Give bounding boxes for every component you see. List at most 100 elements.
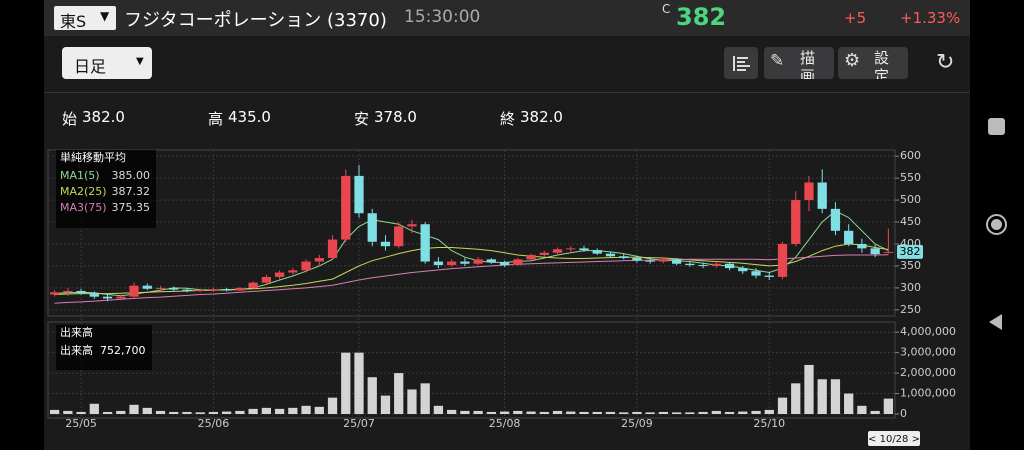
legend-name: 出来高 xyxy=(60,343,93,357)
candle-body xyxy=(579,248,589,251)
y-tick-label: 600 xyxy=(900,149,921,162)
back-icon xyxy=(989,314,1002,330)
market-select[interactable]: 東S ▼ xyxy=(54,6,116,31)
stock-name: フジタコーポレーション (3370) xyxy=(124,10,387,31)
volume-bar xyxy=(804,364,814,414)
ohlc-value: 378.0 xyxy=(374,108,417,126)
volume-bar xyxy=(76,411,86,414)
refresh-button[interactable]: ↻ xyxy=(936,50,955,75)
candle-body xyxy=(460,261,470,264)
candle-body xyxy=(605,253,616,257)
x-tick-label: 25/06 xyxy=(198,417,230,430)
volume-bar xyxy=(632,411,642,414)
candle-body xyxy=(857,243,867,249)
gear-icon: ⚙ xyxy=(844,50,861,71)
market: 東S xyxy=(60,12,87,31)
price-tag-label: 382 xyxy=(900,245,921,258)
candle-body xyxy=(552,249,563,253)
candle-body xyxy=(592,250,602,254)
volume-bar xyxy=(870,410,880,414)
y-tick-label: 2,000,000 xyxy=(900,366,956,379)
volume-bar xyxy=(844,393,854,414)
volume-bar xyxy=(473,410,483,414)
chart: 25030035040045050055060001,000,0002,000,… xyxy=(47,149,956,446)
candle-body xyxy=(473,259,483,264)
candle-body xyxy=(433,261,444,266)
legend-title: 出来高 xyxy=(60,325,93,339)
candle-body xyxy=(526,254,536,260)
candle-body xyxy=(447,261,457,266)
change: +5 xyxy=(844,9,867,27)
volume-bar xyxy=(791,383,801,414)
candle-body xyxy=(63,290,73,293)
draw-button[interactable]: ✎ 描画 xyxy=(764,47,834,79)
settings-button[interactable]: ⚙ 設定 xyxy=(838,47,908,79)
candle-body xyxy=(367,213,377,242)
volume-bar xyxy=(301,405,311,414)
legend-value: 375.35 xyxy=(112,201,151,214)
x-tick-label: 25/09 xyxy=(621,417,653,430)
nav-bar xyxy=(970,0,1024,450)
volume-bar xyxy=(155,410,166,414)
candle-body xyxy=(407,224,417,227)
legend-value: 385.00 xyxy=(112,169,151,182)
volume-bar xyxy=(711,410,721,414)
candle-body xyxy=(248,282,258,288)
legend-value: 752,700 xyxy=(100,344,146,357)
volume-bar xyxy=(698,411,708,414)
candle-body xyxy=(724,263,735,269)
ohlc-label: 安 xyxy=(354,110,370,128)
indicator-icon xyxy=(733,56,750,71)
ma-line xyxy=(54,210,889,297)
volume-bar xyxy=(261,407,271,414)
candle-body xyxy=(817,182,827,209)
volume-bar xyxy=(672,412,682,414)
candle-body xyxy=(777,243,788,277)
volume-bar xyxy=(235,410,245,414)
volume-bar xyxy=(394,373,404,414)
indicator-button[interactable] xyxy=(724,47,758,79)
y-tick-label: 1,000,000 xyxy=(900,387,956,400)
candle-body xyxy=(883,251,894,253)
volume-bar xyxy=(605,411,616,414)
volume-bar xyxy=(367,377,377,414)
settings-label: 設定 xyxy=(874,49,890,79)
volume-bar xyxy=(764,409,774,414)
volume-bar xyxy=(407,389,417,414)
price-tag xyxy=(897,244,923,259)
candle-body xyxy=(102,296,113,299)
top-bar: 東S ▼ フジタコーポレーション (3370) 15:30:00 C 382 +… xyxy=(44,0,970,36)
volume-bar xyxy=(566,411,576,414)
candle-body xyxy=(830,208,841,231)
candle-body xyxy=(658,259,669,262)
recents-button[interactable] xyxy=(988,118,1005,135)
volume-bar xyxy=(658,411,669,414)
period-select[interactable]: 日足 ▼ xyxy=(62,47,152,79)
candle-body xyxy=(129,285,139,297)
y-tick-label: 250 xyxy=(900,303,921,316)
x-tick-label: 25/08 xyxy=(489,417,521,430)
candle-body xyxy=(619,256,629,259)
dropdown-icon: ▼ xyxy=(100,9,110,23)
candle-body xyxy=(76,290,86,294)
legend-box xyxy=(56,150,156,228)
candle-body xyxy=(539,252,549,255)
candle-body xyxy=(738,268,748,272)
y-tick-label: 550 xyxy=(900,171,921,184)
ma-line xyxy=(54,254,889,304)
y-tick-label: 350 xyxy=(900,259,921,272)
ohlc-value: 382.0 xyxy=(82,108,125,126)
volume-bar xyxy=(552,410,563,414)
volume-bar xyxy=(222,411,232,414)
home-button[interactable] xyxy=(986,214,1007,235)
volume-bar xyxy=(208,411,219,414)
candle-body xyxy=(327,239,338,259)
candle-body xyxy=(195,290,205,292)
candle-body xyxy=(222,289,232,291)
y-tick-label: 4,000,000 xyxy=(900,325,956,338)
candle-body xyxy=(499,262,510,266)
ohlc-label: 終 xyxy=(500,110,516,128)
draw-label: 描画 xyxy=(800,49,816,79)
back-button[interactable] xyxy=(986,312,1006,332)
volume-bar xyxy=(499,411,510,414)
